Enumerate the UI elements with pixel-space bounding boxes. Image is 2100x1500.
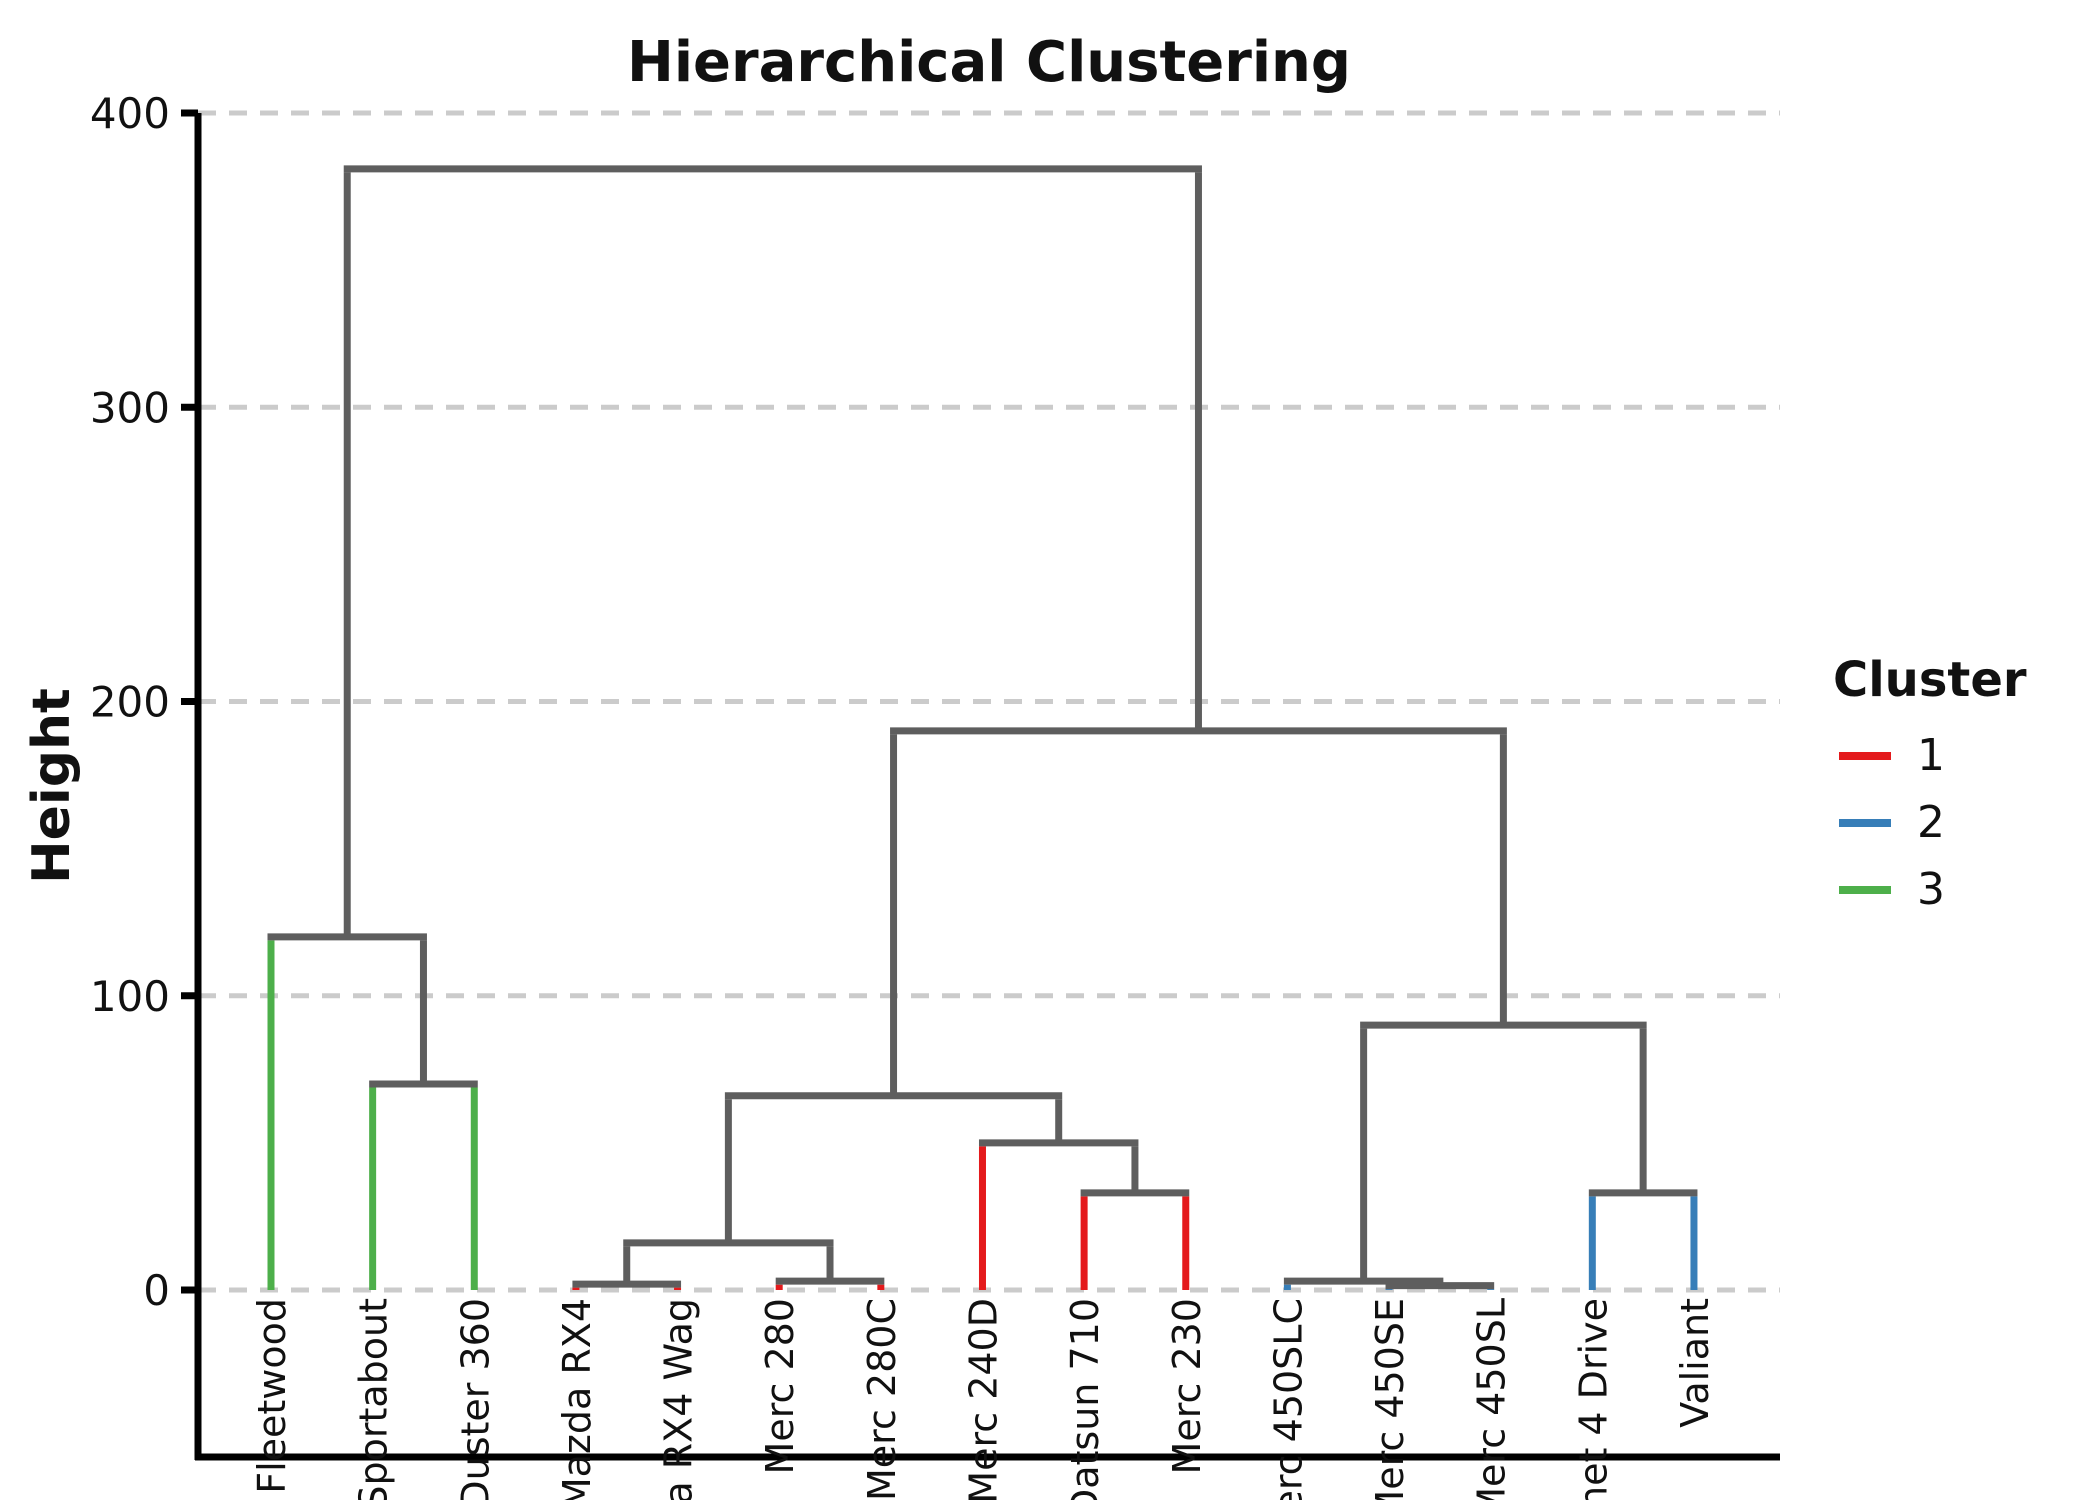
svg-text:Cadillac Fleetwood: Cadillac Fleetwood bbox=[250, 1298, 294, 1500]
svg-text:Merc 450SLC: Merc 450SLC bbox=[1266, 1298, 1310, 1500]
chart-title: Hierarchical Clustering bbox=[626, 30, 1351, 95]
svg-text:Mazda RX4 Wag: Mazda RX4 Wag bbox=[657, 1298, 701, 1500]
svg-text:Merc 280C: Merc 280C bbox=[860, 1298, 904, 1500]
svg-text:Merc 230: Merc 230 bbox=[1165, 1298, 1209, 1474]
svg-text:Hornet 4 Drive: Hornet 4 Drive bbox=[1571, 1298, 1615, 1500]
svg-text:Mazda RX4: Mazda RX4 bbox=[555, 1298, 599, 1500]
legend-entry-cluster-2: 2 bbox=[1833, 801, 2027, 845]
svg-text:Merc 450SE: Merc 450SE bbox=[1368, 1298, 1412, 1500]
svg-text:Merc 280: Merc 280 bbox=[758, 1298, 802, 1474]
svg-text:Merc 450SL: Merc 450SL bbox=[1470, 1298, 1514, 1500]
svg-text:100: 100 bbox=[90, 972, 170, 1021]
legend-title: Cluster bbox=[1833, 652, 2027, 708]
svg-text:200: 200 bbox=[90, 678, 170, 727]
svg-text:400: 400 bbox=[90, 89, 170, 138]
svg-text:Hornet Sportabout: Hornet Sportabout bbox=[352, 1298, 396, 1500]
svg-text:Merc 240D: Merc 240D bbox=[961, 1298, 1005, 1500]
cluster-2-line-swatch bbox=[1839, 819, 1891, 827]
svg-text:Valiant: Valiant bbox=[1673, 1298, 1717, 1428]
svg-text:Datsun 710: Datsun 710 bbox=[1063, 1298, 1107, 1500]
legend-entry-cluster-1: 1 bbox=[1833, 734, 2027, 778]
svg-text:300: 300 bbox=[90, 383, 170, 432]
cluster-3-line-swatch bbox=[1839, 886, 1891, 894]
cluster-1-line-swatch bbox=[1839, 752, 1891, 760]
legend-entry-label: 2 bbox=[1917, 797, 1945, 848]
legend-entry-label: 1 bbox=[1917, 730, 1945, 781]
svg-text:0: 0 bbox=[143, 1266, 170, 1315]
svg-text:Duster 360: Duster 360 bbox=[453, 1298, 497, 1500]
legend-entry-cluster-3: 3 bbox=[1833, 868, 2027, 912]
legend: Cluster 1 2 3 bbox=[1833, 652, 2027, 935]
legend-entry-label: 3 bbox=[1917, 864, 1945, 915]
y-axis-title: Height bbox=[22, 688, 82, 884]
